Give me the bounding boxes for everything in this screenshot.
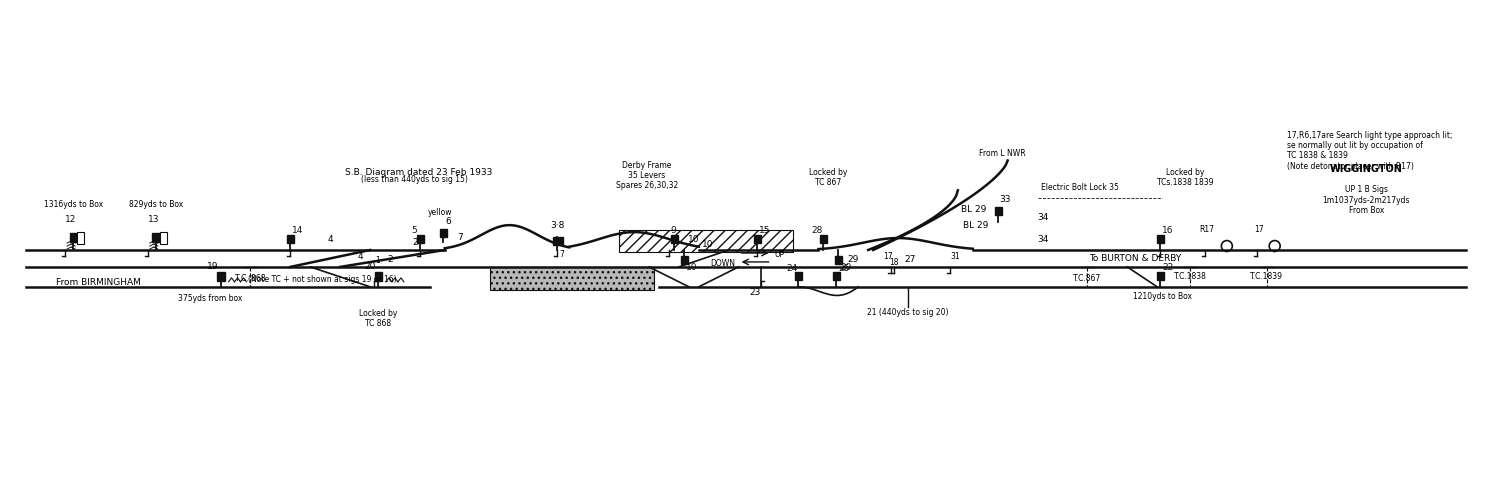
- Text: 25: 25: [839, 264, 849, 273]
- Text: yellow: yellow: [427, 208, 451, 217]
- Bar: [620, 230, 794, 252]
- Circle shape: [1221, 240, 1233, 252]
- Text: T.C.867: T.C.867: [1072, 274, 1101, 283]
- Text: 5: 5: [411, 226, 417, 235]
- Text: BL 29: BL 29: [962, 205, 987, 214]
- Bar: [1156, 235, 1164, 243]
- Text: 13: 13: [148, 215, 159, 224]
- Text: 21 (440yds to sig 20): 21 (440yds to sig 20): [867, 308, 950, 316]
- Text: 15: 15: [759, 226, 770, 235]
- Text: T.C.1839: T.C.1839: [1250, 272, 1282, 281]
- Text: Electric Bolt Lock 35: Electric Bolt Lock 35: [1041, 184, 1119, 192]
- Text: 17: 17: [884, 252, 892, 261]
- Bar: [153, 233, 160, 242]
- Circle shape: [1269, 240, 1280, 252]
- Bar: [836, 256, 843, 264]
- Text: From BIRMINGHAM: From BIRMINGHAM: [56, 278, 141, 287]
- Text: BL 29: BL 29: [963, 221, 988, 230]
- Text: 17,R6,17are Search light type approach lit;
se normally out lit by occupation of: 17,R6,17are Search light type approach l…: [1287, 130, 1452, 171]
- Text: 19: 19: [207, 262, 219, 271]
- Text: 4: 4: [357, 252, 363, 261]
- Text: 7: 7: [458, 233, 462, 242]
- Text: 6: 6: [446, 217, 452, 226]
- Text: 7: 7: [560, 250, 564, 259]
- Bar: [1156, 272, 1164, 280]
- Bar: [440, 229, 447, 237]
- Text: 10: 10: [688, 235, 699, 244]
- Text: 29: 29: [847, 255, 859, 264]
- Bar: [217, 272, 225, 281]
- Text: To BURTON & DERBY: To BURTON & DERBY: [1089, 254, 1182, 263]
- Text: Locked by
TCs.1838 1839: Locked by TCs.1838 1839: [1156, 168, 1214, 188]
- Text: 1316yds to Box: 1316yds to Box: [44, 200, 102, 209]
- Text: Locked by
TC 868: Locked by TC 868: [358, 308, 398, 328]
- Text: 24: 24: [788, 264, 798, 273]
- Text: 31: 31: [951, 252, 960, 261]
- Text: T.C. 868: T.C. 868: [236, 274, 266, 283]
- Text: 16: 16: [1162, 226, 1173, 235]
- Text: 10: 10: [686, 263, 698, 272]
- Bar: [834, 272, 840, 280]
- Text: 375yds from box: 375yds from box: [178, 294, 243, 302]
- Bar: [288, 235, 294, 243]
- Text: UP: UP: [774, 250, 784, 260]
- Text: (less than 440yds to sig 15): (less than 440yds to sig 15): [362, 176, 468, 184]
- Bar: [375, 272, 382, 281]
- Text: 17: 17: [1254, 225, 1263, 234]
- Text: 3·8: 3·8: [550, 221, 564, 230]
- Bar: [76, 232, 84, 244]
- Bar: [753, 235, 760, 243]
- Bar: [670, 235, 678, 243]
- Text: 29: 29: [840, 263, 852, 272]
- Text: 1210yds to Box: 1210yds to Box: [1132, 292, 1191, 300]
- Text: 20: 20: [364, 262, 375, 271]
- Text: UP 1 B Sigs
1m1037yds-2m217yds
From Box: UP 1 B Sigs 1m1037yds-2m217yds From Box: [1323, 186, 1410, 215]
- Text: 2: 2: [387, 255, 393, 264]
- Text: 9: 9: [670, 226, 676, 235]
- Text: 27: 27: [904, 255, 915, 264]
- Bar: [558, 237, 564, 245]
- Bar: [554, 237, 558, 245]
- Text: 14: 14: [292, 226, 303, 235]
- Text: 28: 28: [812, 226, 824, 235]
- Text: 34: 34: [1036, 213, 1048, 222]
- Text: 18: 18: [890, 258, 898, 267]
- Bar: [821, 235, 828, 243]
- Text: 10: 10: [702, 240, 714, 249]
- Text: 23: 23: [748, 288, 760, 296]
- Text: Derby Frame
35 Levers
Spares 26,30,32: Derby Frame 35 Levers Spares 26,30,32: [616, 160, 678, 190]
- Text: 22: 22: [1162, 263, 1173, 272]
- Bar: [489, 267, 654, 290]
- Text: From L NWR: From L NWR: [980, 148, 1026, 158]
- Bar: [795, 272, 802, 280]
- Text: 1: 1: [375, 256, 381, 265]
- Text: 12: 12: [66, 215, 76, 224]
- Text: 34: 34: [1036, 235, 1048, 244]
- Text: WIGGINGTON: WIGGINGTON: [1330, 164, 1402, 174]
- Text: T.C.1838: T.C.1838: [1173, 272, 1206, 281]
- Text: 33: 33: [999, 196, 1011, 204]
- Text: 2: 2: [413, 238, 417, 247]
- Text: 4: 4: [327, 235, 333, 244]
- Bar: [160, 232, 166, 244]
- Bar: [69, 233, 78, 242]
- Bar: [994, 207, 1002, 215]
- Text: (Note TC + not shown at sigs 19 or 16): (Note TC + not shown at sigs 19 or 16): [249, 275, 398, 284]
- Bar: [417, 235, 424, 243]
- Text: S.B. Diagram dated 23 Feb 1933: S.B. Diagram dated 23 Feb 1933: [345, 168, 492, 177]
- Bar: [681, 256, 688, 264]
- Text: DOWN: DOWN: [711, 260, 735, 268]
- Text: 829yds to Box: 829yds to Box: [129, 200, 183, 209]
- Text: R17: R17: [1200, 225, 1215, 234]
- Text: Locked by
TC 867: Locked by TC 867: [808, 168, 847, 188]
